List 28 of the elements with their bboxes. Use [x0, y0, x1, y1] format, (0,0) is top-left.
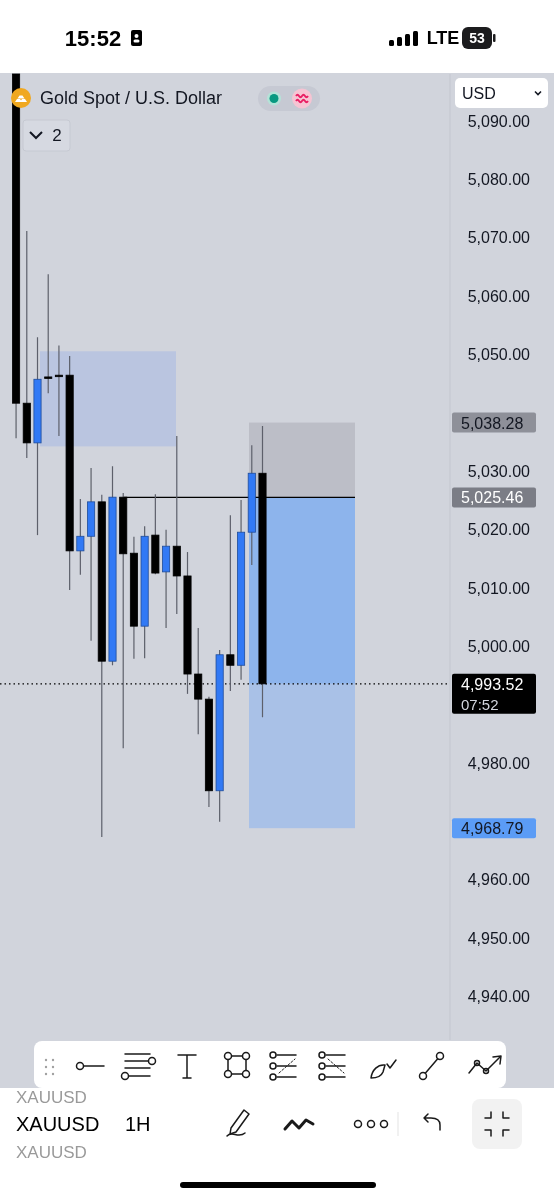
text: 15:52 — [64, 25, 122, 51]
text: 07:52 — [461, 695, 499, 713]
text: 5,025.46 — [461, 488, 524, 506]
text: XAUUSD — [16, 1087, 87, 1107]
y-tick-label: 4,980.00 — [467, 754, 531, 772]
y-tick-label: 5,010.00 — [467, 579, 531, 597]
y-tick-label: 5,090.00 — [467, 112, 531, 130]
y-tick-label: 5,030.00 — [467, 462, 531, 480]
annotation: 2 — [52, 125, 62, 145]
y-tick-label: 5,020.00 — [467, 520, 531, 538]
y-tick-label: 5,070.00 — [467, 228, 531, 246]
ref-line-label: 4,993.52 — [461, 675, 524, 693]
y-tick-label: 5,060.00 — [467, 287, 531, 305]
text: LTE — [426, 28, 460, 48]
y-tick-label: 4,960.00 — [467, 870, 531, 888]
text: Gold Spot / U.S. Dollar — [40, 88, 223, 108]
text: 1H — [125, 1113, 151, 1135]
text: 4,968.79 — [461, 819, 524, 837]
text: USD — [462, 84, 496, 102]
y-tick-label: 5,050.00 — [467, 345, 531, 363]
y-tick-label: 4,950.00 — [467, 929, 531, 947]
y-tick-label: 5,000.00 — [467, 637, 531, 655]
text: 53 — [469, 30, 485, 46]
y-tick-label: 5,080.00 — [467, 170, 531, 188]
y-tick-label: 4,940.00 — [467, 987, 531, 1005]
text: XAUUSD — [16, 1142, 87, 1162]
text: XAUUSD — [16, 1113, 100, 1135]
text: 5,038.28 — [461, 414, 524, 432]
